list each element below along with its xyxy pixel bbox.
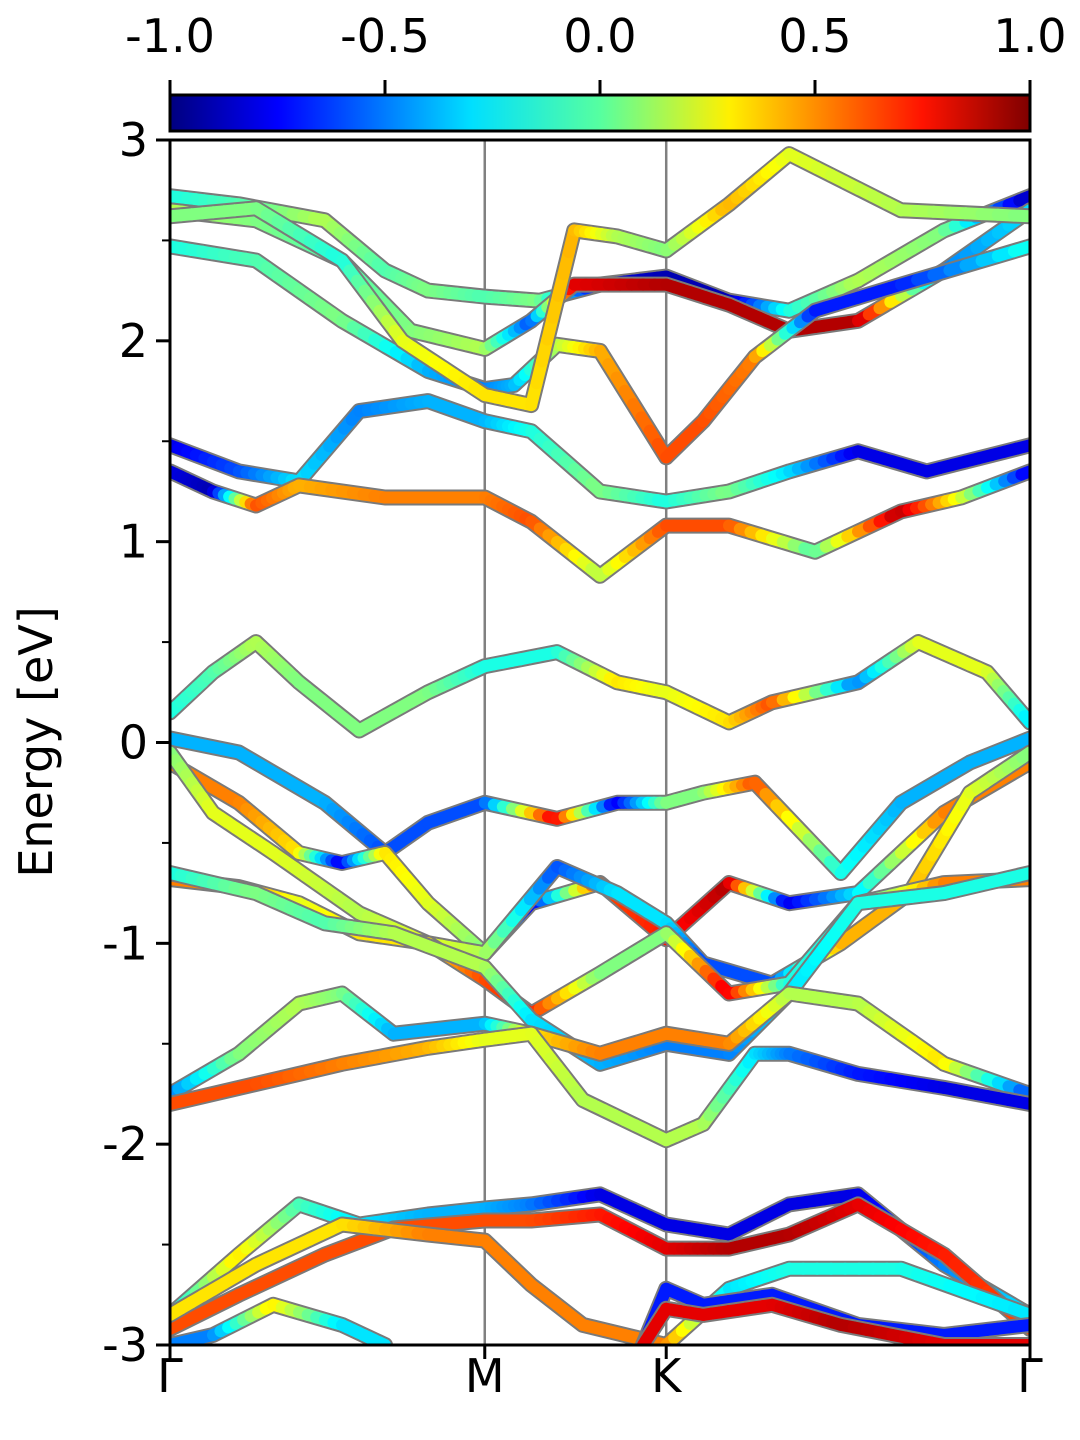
colorbar-ticks: -1.0 -0.5 0.0 0.5 1.0 <box>125 9 1067 95</box>
band-segment <box>1011 439 1030 455</box>
kpath-vertical-lines <box>483 140 668 1345</box>
band-7 <box>170 730 1030 881</box>
band-segment <box>1013 1084 1030 1100</box>
band-4 <box>170 393 1030 510</box>
y-axis-title: Energy [eV] <box>9 606 63 877</box>
band-3 <box>170 146 1030 414</box>
band-segment <box>1013 190 1030 207</box>
band-2 <box>170 238 1030 466</box>
y-tick-label: 1 <box>119 515 148 569</box>
colorbar-tick-label: 1.0 <box>993 9 1066 63</box>
colorbar-gradient-bar <box>168 93 1032 133</box>
colorbar-tick-label: -1.0 <box>125 9 215 63</box>
y-tick-label: 2 <box>119 314 148 368</box>
band-segment <box>1007 209 1030 223</box>
colorbar-tick-label: 0.5 <box>778 9 851 63</box>
y-tick-label: -3 <box>102 1318 148 1372</box>
band-12 <box>170 985 1030 1102</box>
x-tick-label: Γ <box>1017 1349 1043 1403</box>
band-segment <box>1013 1096 1030 1110</box>
y-tick-label: -1 <box>102 916 148 970</box>
band-5 <box>170 463 1030 584</box>
band-segment <box>1007 240 1030 258</box>
band-14 <box>170 1186 1030 1323</box>
y-tick-label: 0 <box>119 716 148 770</box>
x-tick-label: K <box>651 1349 683 1403</box>
colorbar: -1.0 -0.5 0.0 0.5 1.0 <box>125 9 1067 133</box>
y-axis-ticks: 3 2 1 0 -1 -2 -3 <box>102 113 170 1372</box>
band-15 <box>170 1196 1030 1337</box>
band-segment <box>1013 867 1030 882</box>
band-13 <box>170 1025 1030 1149</box>
x-tick-label: Γ <box>157 1349 183 1403</box>
band-19 <box>635 1296 1030 1345</box>
colorbar-tick-label: -0.5 <box>340 9 430 63</box>
band-6 <box>170 634 1030 739</box>
colorbar-tick-label: 0.0 <box>563 9 636 63</box>
band-segment <box>1007 1303 1030 1321</box>
y-tick-label: -2 <box>102 1117 148 1171</box>
bands-layer <box>170 146 1030 1345</box>
band-17 <box>170 1296 393 1345</box>
plot-frame <box>168 138 1032 1347</box>
y-tick-label: 3 <box>119 113 148 167</box>
band-segment <box>1013 1318 1030 1333</box>
x-tick-label: M <box>465 1349 505 1403</box>
